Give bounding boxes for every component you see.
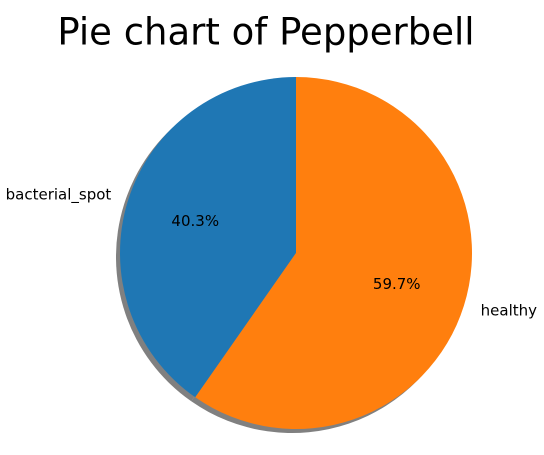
percent-label-healthy: 59.7% bbox=[373, 275, 421, 293]
pie-slices bbox=[119, 77, 472, 429]
percent-label-bacterial-spot: 40.3% bbox=[171, 212, 219, 230]
category-label-bacterial-spot: bacterial_spot bbox=[6, 185, 112, 204]
pie-slice-healthy bbox=[195, 77, 472, 429]
category-label-healthy: healthy bbox=[481, 302, 537, 320]
pie-slice-bacterial-spot bbox=[119, 77, 296, 398]
chart-title: Pie chart of Pepperbell bbox=[57, 11, 474, 54]
pie-labels: bacterial_spot 40.3% healthy 59.7% bbox=[6, 185, 538, 319]
